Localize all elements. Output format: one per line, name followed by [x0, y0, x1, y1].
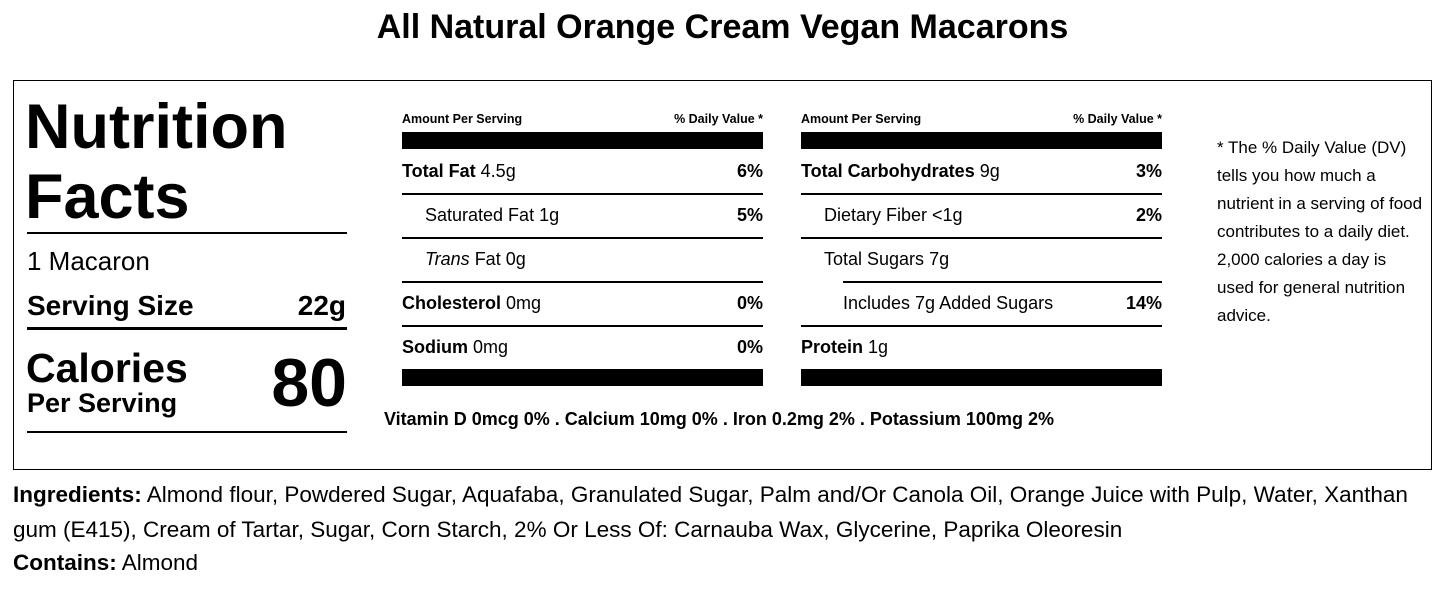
table-header: Amount Per Serving % Daily Value * — [402, 112, 763, 132]
nutrient-prefix: Trans — [425, 248, 470, 269]
separator: . — [554, 409, 560, 429]
nutrient-row: Sodium 0mg 0% — [402, 325, 763, 369]
nutrient-amount: <1g — [932, 204, 963, 225]
ingredients-text: Almond flour, Powdered Sugar, Aquafaba, … — [13, 482, 1408, 542]
nutrient-table: Amount Per Serving % Daily Value * Total C… — [801, 112, 1162, 386]
row-rule — [402, 193, 763, 195]
nutrient-dv: 0% — [736, 292, 763, 313]
nutrient-dv: 5% — [736, 204, 763, 225]
divider — [27, 431, 347, 433]
nutrient-row: Trans Fat 0g — [402, 237, 763, 281]
row-rule — [402, 325, 763, 327]
row-rule — [843, 281, 1162, 283]
vitamin-item: Calcium 10mg 0% — [564, 409, 718, 429]
thick-bar — [402, 132, 763, 149]
row-rule — [801, 193, 1162, 195]
serving-size: 22g — [297, 290, 346, 321]
vitamins: Vitamin D 0mcg 0%. Calcium 10mg 0%. Iron 0… — [384, 409, 1054, 430]
contains: Contains: Almond — [13, 550, 198, 576]
nutrient-name: Sodium — [402, 336, 468, 357]
vitamin-item: Vitamin D 0mcg 0% — [384, 409, 550, 429]
contains-text: Almond — [121, 550, 199, 575]
nutrient-dv: 6% — [736, 160, 763, 181]
nutrient-row: Includes 7g Added Sugars 14% — [801, 281, 1162, 325]
nutrient-name: Total Sugars — [824, 248, 925, 269]
header-amount: Amount Per Serving — [402, 112, 523, 126]
nutrient-dv: 0% — [736, 336, 763, 357]
nutrient-dv: 14% — [1125, 292, 1162, 313]
nutrient-amount: 1g — [539, 204, 560, 225]
row-rule — [402, 281, 763, 283]
nutrient-amount: 7g — [929, 248, 950, 269]
thick-bar — [402, 369, 763, 386]
vitamin-item: Iron 0.2mg 2% — [732, 409, 855, 429]
ingredients-label: Ingredients: — [13, 482, 142, 507]
title: All Natural Orange Cream Vegan Macarons — [376, 8, 1069, 46]
nutrient-row: Total Carbohydrates 9g 3% — [801, 149, 1162, 193]
nutrient-row: Protein 1g — [801, 325, 1162, 369]
divider — [27, 327, 347, 330]
nutrient-amount: 1g — [868, 336, 889, 357]
nutrient-row: Saturated Fat 1g 5% — [402, 193, 763, 237]
row-rule — [801, 325, 1162, 327]
nutrient-amount: 0mg — [473, 336, 509, 357]
serving-size-label: Serving Size — [27, 290, 194, 321]
table-header: Amount Per Serving % Daily Value * — [801, 112, 1162, 132]
thick-bar — [801, 132, 1162, 149]
calories-label: Calories — [26, 345, 188, 391]
ingredients: Ingredients: Almond flour, Powdered Suga… — [13, 477, 1433, 547]
divider — [27, 232, 347, 234]
calories: 80 — [271, 345, 347, 421]
nutrient-amount: 0g — [505, 248, 526, 269]
nutrient-row: Dietary Fiber <1g 2% — [801, 193, 1162, 237]
facts-heading: Nutrition — [25, 92, 288, 162]
nutrient-name: Total Carbohydrates — [801, 160, 975, 181]
separator: . — [859, 409, 865, 429]
nutrient-dv: 2% — [1135, 204, 1162, 225]
nutrient-name: Total Fat — [402, 160, 476, 181]
nutrient-amount: 4.5g — [480, 160, 516, 181]
footnote: * The % Daily Value (DV) tells you how m… — [1217, 138, 1423, 325]
header-amount: Amount Per Serving — [801, 112, 922, 126]
nutrient-dv: 3% — [1135, 160, 1162, 181]
nutrient-name: Cholesterol — [402, 292, 502, 313]
nutrient-name: Protein — [801, 336, 864, 357]
facts-heading: Facts — [25, 162, 190, 232]
header-dv: % Daily Value * — [674, 112, 763, 126]
nutrient-row: Cholesterol 0mg 0% — [402, 281, 763, 325]
nutrient-name: Saturated Fat — [425, 204, 535, 225]
nutrient-name: Fat — [474, 248, 501, 269]
nutrient-amount: 0mg — [506, 292, 542, 313]
vitamin-item: Potassium 100mg 2% — [869, 409, 1054, 429]
separator: . — [722, 409, 728, 429]
servings: 1 Macaron — [27, 246, 150, 276]
nutrient-name: Includes 7g Added Sugars — [843, 292, 1054, 313]
nutrient-amount: 9g — [979, 160, 1000, 181]
calories-sub: Per Serving — [27, 388, 178, 418]
row-rule — [402, 237, 763, 239]
nutrient-table: Amount Per Serving % Daily Value * Total F… — [402, 112, 763, 386]
row-rule — [801, 237, 1162, 239]
header-dv: % Daily Value * — [1073, 112, 1162, 126]
nutrient-name: Dietary Fiber — [824, 204, 928, 225]
nutrient-row: Total Sugars 7g — [801, 237, 1162, 281]
contains-label: Contains: — [13, 550, 117, 575]
nutrient-row: Total Fat 4.5g 6% — [402, 149, 763, 193]
thick-bar — [801, 369, 1162, 386]
label-box — [13, 80, 1432, 470]
